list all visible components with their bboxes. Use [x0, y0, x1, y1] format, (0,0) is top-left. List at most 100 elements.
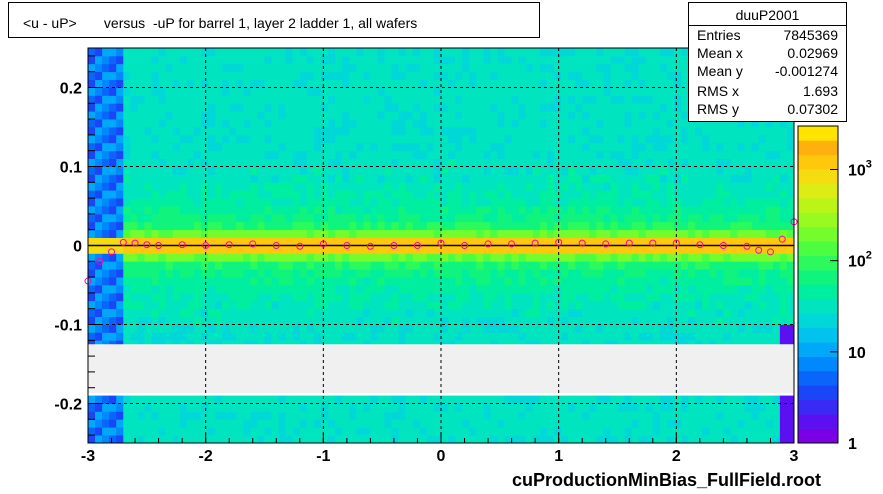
heatmap-cell [772, 427, 781, 436]
heatmap-cell [356, 142, 364, 152]
heatmap-cell [370, 103, 378, 112]
heatmap-cell [88, 111, 96, 120]
heatmap-cell [518, 403, 527, 412]
heatmap-cell [553, 174, 562, 183]
heatmap-cell [116, 403, 124, 412]
heatmap-cell [433, 166, 442, 175]
heatmap-cell [257, 245, 265, 254]
heatmap-cell [673, 292, 682, 302]
heatmap-cell [497, 229, 505, 238]
heatmap-cell [652, 403, 661, 412]
heatmap-cell [744, 206, 753, 215]
heatmap-cell [779, 174, 788, 183]
heatmap-cell [285, 237, 294, 246]
heatmap-cell [186, 119, 195, 128]
heatmap-cell [772, 198, 781, 207]
heatmap-cell [285, 316, 294, 325]
heatmap-cell [765, 285, 774, 294]
heatmap-cell [511, 253, 520, 262]
heatmap-cell [617, 403, 625, 412]
heatmap-cell [88, 198, 96, 207]
heatmap-cell [257, 332, 265, 341]
heatmap-cell [335, 182, 343, 191]
heatmap-cell [342, 142, 350, 152]
heatmap-cell [193, 166, 202, 175]
heatmap-cell [589, 277, 597, 286]
heatmap-cell [412, 300, 421, 310]
heatmap-cell [313, 213, 322, 223]
heatmap-cell [659, 206, 668, 215]
heatmap-cell [462, 277, 470, 286]
heatmap-cell [448, 55, 456, 65]
heatmap-cell [215, 79, 223, 88]
heatmap-cell [229, 277, 237, 286]
heatmap-cell [744, 292, 753, 302]
heatmap-cell [144, 261, 152, 270]
heatmap-cell [356, 245, 364, 254]
heatmap-cell [377, 142, 385, 152]
heatmap-cell [709, 142, 717, 152]
heatmap-cell [490, 182, 498, 191]
heatmap-cell [109, 174, 117, 183]
heatmap-cell [342, 79, 350, 88]
heatmap-cell [504, 174, 512, 183]
heatmap-cell [589, 63, 597, 73]
heatmap-cell [504, 269, 512, 278]
heatmap-cell [186, 285, 195, 294]
heatmap-cell [356, 324, 364, 333]
heatmap-cell [659, 63, 668, 73]
heatmap-cell [236, 142, 244, 152]
heatmap-cell [144, 285, 152, 294]
heatmap-cell [469, 221, 477, 231]
heatmap-cell [306, 300, 315, 310]
heatmap-cell [193, 277, 202, 286]
heatmap-cell [151, 95, 159, 104]
heatmap-cell [455, 245, 463, 254]
heatmap-cell [702, 229, 710, 238]
heatmap-cell [553, 403, 562, 412]
heatmap-cell [779, 134, 788, 144]
heatmap-cell [659, 419, 668, 428]
profile-point [437, 239, 445, 247]
heatmap-cell [504, 111, 512, 120]
heatmap-cell [102, 87, 110, 96]
heatmap-cell [681, 134, 689, 144]
heatmap-cell [624, 190, 633, 199]
heatmap-cell [292, 55, 301, 65]
heatmap-cell [575, 308, 583, 317]
heatmap-cell [299, 111, 308, 120]
heatmap-cell [391, 221, 400, 231]
heatmap-cell [299, 403, 308, 412]
heatmap-cell [702, 150, 710, 159]
heatmap-cell [730, 253, 738, 262]
heatmap-cell [638, 427, 647, 436]
heatmap-cell [617, 182, 625, 191]
heatmap-cell [476, 419, 484, 428]
heatmap-cell [130, 395, 138, 404]
heatmap-cell [116, 166, 124, 175]
heatmap-cell [285, 332, 294, 341]
heatmap-cell [151, 142, 159, 152]
heatmap-cell [737, 134, 745, 144]
heatmap-cell [299, 103, 308, 112]
heatmap-cell [631, 435, 640, 444]
heatmap-cell [349, 277, 357, 286]
heatmap-cell [666, 158, 675, 167]
heatmap-cell [349, 198, 357, 207]
heatmap-cell [335, 427, 343, 436]
heatmap-cell [433, 63, 442, 73]
heatmap-cell [271, 79, 280, 88]
heatmap-cell [666, 182, 675, 191]
heatmap-cell [426, 237, 435, 246]
heatmap-cell [306, 158, 315, 167]
heatmap-cell [589, 142, 597, 152]
heatmap-cell [716, 134, 724, 144]
heatmap-cell [229, 229, 237, 238]
heatmap-cell [737, 127, 745, 136]
heatmap-cell [681, 308, 689, 317]
heatmap-cell [215, 277, 223, 286]
heatmap-cell [532, 300, 541, 310]
heatmap-cell [405, 166, 414, 175]
heatmap-cell [342, 332, 350, 341]
heatmap-cell [412, 245, 421, 254]
